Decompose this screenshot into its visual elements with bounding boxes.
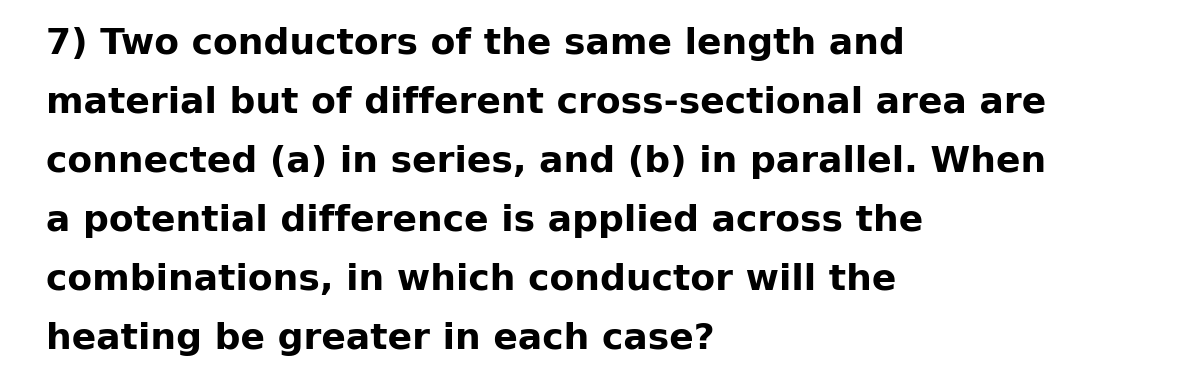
Text: a potential difference is applied across the: a potential difference is applied across… (46, 204, 923, 238)
Text: heating be greater in each case?: heating be greater in each case? (46, 322, 714, 356)
Text: material but of different cross-sectional area are: material but of different cross-sectiona… (46, 86, 1046, 120)
Text: combinations, in which conductor will the: combinations, in which conductor will th… (46, 263, 896, 297)
Text: 7) Two conductors of the same length and: 7) Two conductors of the same length and (46, 27, 905, 61)
Text: connected (a) in series, and (b) in parallel. When: connected (a) in series, and (b) in para… (46, 145, 1046, 179)
